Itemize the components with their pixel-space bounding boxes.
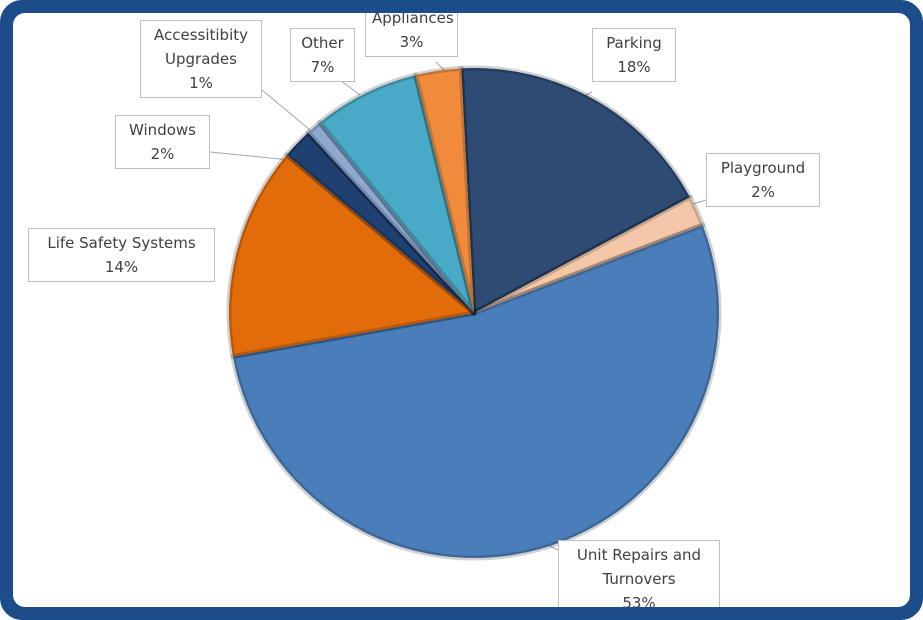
data-label: Appliances 3% — [365, 13, 458, 57]
value-label: 1% — [189, 74, 213, 92]
leader-line — [209, 151, 291, 161]
category-label: Playground — [720, 159, 806, 177]
data-label: Life Safety Systems 14% — [28, 228, 215, 282]
category-label: Appliances — [372, 13, 454, 27]
pie-slice — [284, 130, 477, 316]
category-label: Other — [301, 34, 344, 52]
chart-area: Parking 18% Playground 2% Unit Repairs and T… — [13, 13, 910, 607]
value-label: 3% — [399, 33, 424, 51]
value-label: 2% — [150, 145, 175, 163]
data-label: Accessitibity Upgrades 1% — [140, 20, 262, 98]
pie-slice — [458, 65, 693, 316]
data-label: Other 7% — [290, 28, 355, 82]
pie-slice — [230, 222, 722, 561]
value-label: 53% — [622, 594, 656, 607]
category-label: Accessitibity Upgrades — [153, 26, 248, 68]
category-label: Unit Repairs and Turnovers — [576, 546, 702, 588]
pie-slice — [413, 65, 477, 316]
category-label: Parking — [606, 34, 662, 52]
pie-slice — [226, 152, 477, 359]
leader-line — [339, 79, 361, 96]
pie-slice — [317, 72, 477, 316]
value-label: 2% — [751, 183, 775, 201]
data-label: Parking 18% — [592, 28, 676, 82]
value-label: 7% — [310, 58, 335, 76]
chart — [209, 61, 722, 561]
category-label: Windows — [129, 121, 196, 139]
leader-lines — [209, 61, 707, 551]
data-label: Windows 2% — [115, 115, 210, 169]
value-label: 18% — [617, 58, 651, 76]
pie-slice — [305, 120, 477, 316]
data-label: Playground 2% — [706, 153, 820, 207]
leader-line — [261, 89, 311, 131]
data-label: Unit Repairs and Turnovers 53% — [558, 540, 720, 607]
pie-slice — [471, 194, 706, 316]
value-label: 14% — [104, 258, 139, 276]
category-label: Life Safety Systems — [47, 234, 196, 252]
